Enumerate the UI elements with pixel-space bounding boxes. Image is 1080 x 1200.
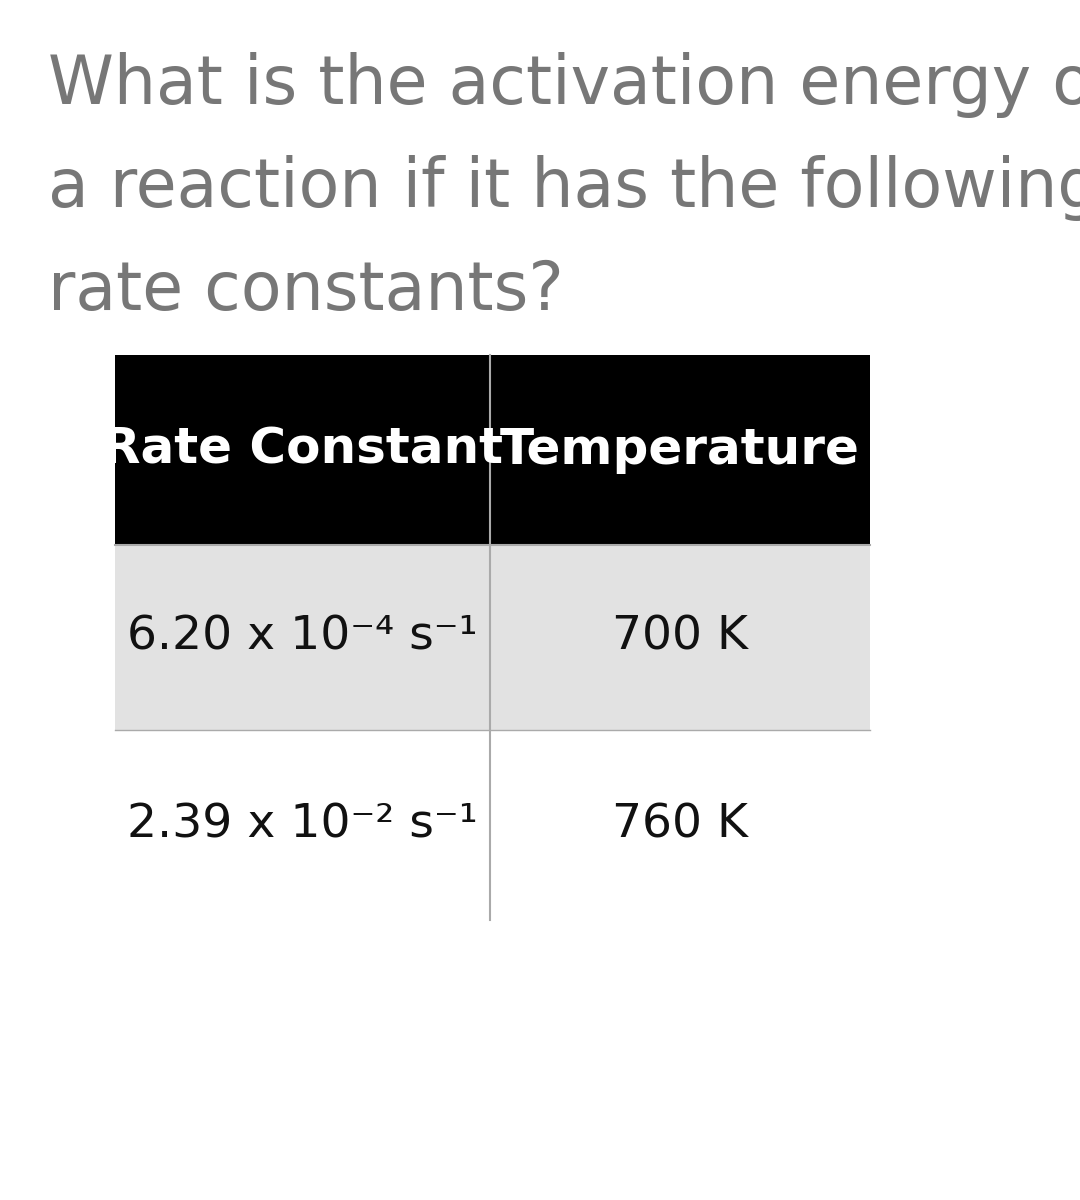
Text: 760 K: 760 K bbox=[612, 803, 748, 847]
Text: a reaction if it has the following: a reaction if it has the following bbox=[48, 155, 1080, 221]
Text: Rate Constant: Rate Constant bbox=[102, 426, 503, 474]
Text: 700 K: 700 K bbox=[612, 614, 748, 660]
Text: 2.39 x 10⁻² s⁻¹: 2.39 x 10⁻² s⁻¹ bbox=[127, 803, 477, 847]
Bar bbox=[114, 355, 870, 545]
Text: 6.20 x 10⁻⁴ s⁻¹: 6.20 x 10⁻⁴ s⁻¹ bbox=[127, 614, 477, 660]
Text: Temperature: Temperature bbox=[500, 426, 860, 474]
Text: What is the activation energy of: What is the activation energy of bbox=[48, 52, 1080, 118]
Bar bbox=[114, 545, 870, 730]
Text: rate constants?: rate constants? bbox=[48, 258, 564, 324]
